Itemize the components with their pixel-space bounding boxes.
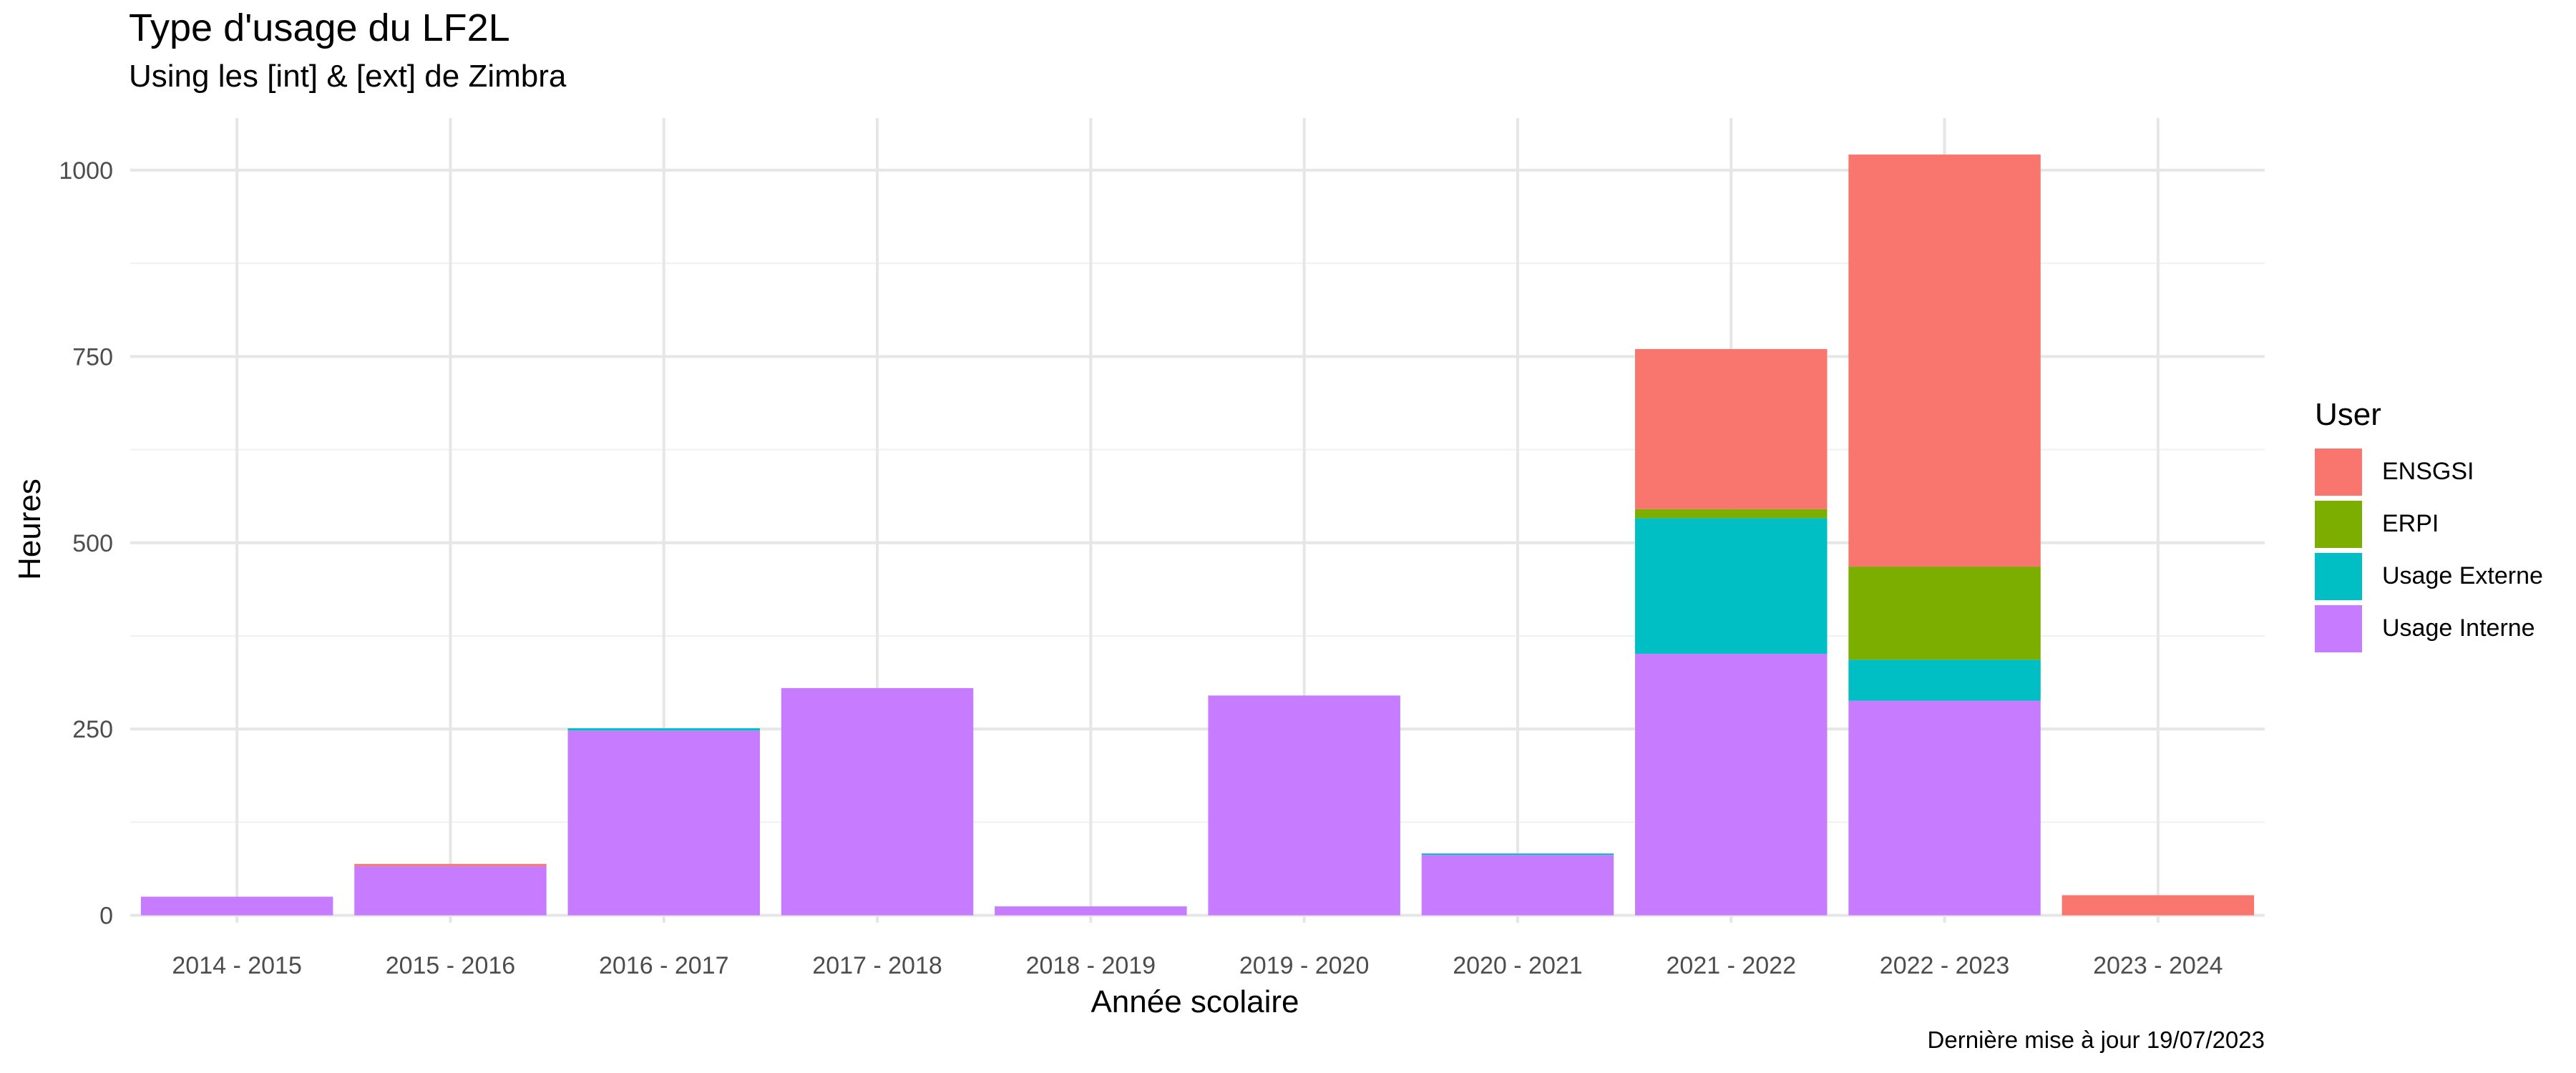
legend-item-erpi: ERPI	[2315, 498, 2543, 550]
bar-segment-ensgsi	[1848, 155, 2041, 567]
bar-segment-ensgsi	[1635, 348, 1828, 509]
bar-segment-usage-interne	[1421, 855, 1614, 916]
legend-title: User	[2315, 397, 2381, 432]
bars-layer	[140, 155, 2255, 916]
legend-key-erpi	[2315, 500, 2362, 548]
x-tick-label: 2021 - 2022	[1667, 952, 1797, 979]
x-axis-title: Année scolaire	[1091, 984, 1299, 1019]
legend-key-usage-interne	[2315, 604, 2362, 652]
bar-segment-usage-externe	[567, 728, 760, 731]
bar-segment-usage-interne	[781, 687, 974, 916]
y-tick-label: 750	[72, 343, 113, 371]
bar-segment-usage-interne	[567, 730, 760, 916]
legend-item-usage-externe: Usage Externe	[2315, 550, 2543, 602]
y-axis-ticks: 0 250 500 750 1000	[59, 157, 113, 930]
bar-segment-usage-externe	[1635, 518, 1828, 654]
bar-segment-usage-interne	[140, 896, 333, 916]
legend-item-ensgsi: ENSGSI	[2315, 446, 2543, 498]
bar-segment-usage-interne	[995, 906, 1187, 916]
chart-subtitle: Using les [int] & [ext] de Zimbra	[129, 59, 567, 94]
x-tick-label: 2015 - 2016	[386, 952, 516, 979]
bar-segment-ensgsi	[2062, 895, 2255, 916]
bar-segment-usage-externe	[1848, 660, 2041, 701]
y-axis-title: Heures	[12, 479, 47, 580]
x-tick-label: 2014 - 2015	[172, 952, 302, 979]
bar-segment-erpi	[1848, 567, 2041, 660]
legend-key-usage-externe	[2315, 552, 2362, 600]
chart-title: Type d'usage du LF2L	[129, 6, 510, 49]
legend-label-erpi: ERPI	[2382, 510, 2439, 537]
x-tick-label: 2019 - 2020	[1239, 952, 1370, 979]
y-tick-label: 0	[99, 903, 113, 930]
x-tick-label: 2018 - 2019	[1026, 952, 1156, 979]
bar-segment-usage-interne	[1848, 700, 2041, 916]
chart-caption: Dernière mise à jour 19/07/2023	[1927, 1027, 2265, 1053]
x-tick-label: 2016 - 2017	[599, 952, 729, 979]
bar-segment-usage-interne	[354, 866, 547, 916]
legend-label-ensgsi: ENSGSI	[2382, 458, 2474, 485]
bar-segment-usage-interne	[1635, 653, 1828, 916]
legend-label-usage-interne: Usage Interne	[2382, 614, 2535, 642]
y-tick-label: 250	[72, 716, 113, 743]
legend-items: ENSGSI ERPI Usage Externe Usage Interne	[2315, 446, 2543, 655]
legend-key-ensgsi	[2315, 448, 2362, 496]
bar-segment-usage-externe	[1421, 853, 1614, 856]
x-tick-label: 2022 - 2023	[1880, 952, 2010, 979]
bar-segment-ensgsi	[354, 863, 547, 866]
x-tick-label: 2017 - 2018	[812, 952, 942, 979]
bar-segment-usage-interne	[1208, 695, 1400, 916]
legend-label-usage-externe: Usage Externe	[2382, 562, 2543, 589]
x-tick-label: 2020 - 2021	[1453, 952, 1583, 979]
y-tick-label: 500	[72, 530, 113, 557]
legend: User ENSGSI ERPI Usage Externe Usage Intern…	[2315, 397, 2543, 655]
y-tick-label: 1000	[59, 157, 113, 185]
bar-segment-erpi	[1635, 509, 1828, 519]
x-tick-label: 2023 - 2024	[2093, 952, 2223, 979]
legend-item-usage-interne: Usage Interne	[2315, 602, 2543, 655]
x-axis-ticks: 2014 - 2015 2015 - 2016 2016 - 2017 2017 - …	[172, 952, 2223, 979]
